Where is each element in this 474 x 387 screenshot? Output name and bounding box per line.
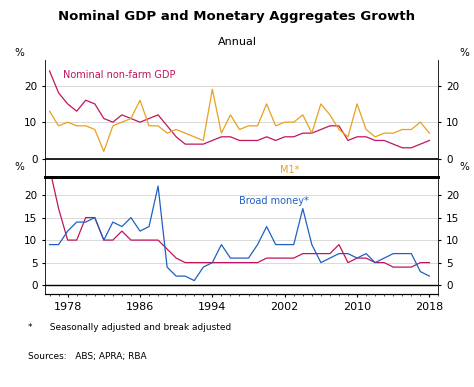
Text: Broad money*: Broad money* xyxy=(239,196,309,206)
Text: *      Seasonally adjusted and break adjusted: * Seasonally adjusted and break adjusted xyxy=(28,323,232,332)
Text: M1*: M1* xyxy=(280,164,300,175)
Text: Annual: Annual xyxy=(218,37,256,47)
Text: Sources:   ABS; APRA; RBA: Sources: ABS; APRA; RBA xyxy=(28,352,147,361)
Text: %: % xyxy=(15,163,24,172)
Text: Nominal GDP and Monetary Aggregates Growth: Nominal GDP and Monetary Aggregates Grow… xyxy=(58,10,416,23)
Text: %: % xyxy=(15,48,24,58)
Text: Nominal non-farm GDP: Nominal non-farm GDP xyxy=(63,70,176,80)
Text: %: % xyxy=(459,48,469,58)
Text: %: % xyxy=(459,163,469,172)
